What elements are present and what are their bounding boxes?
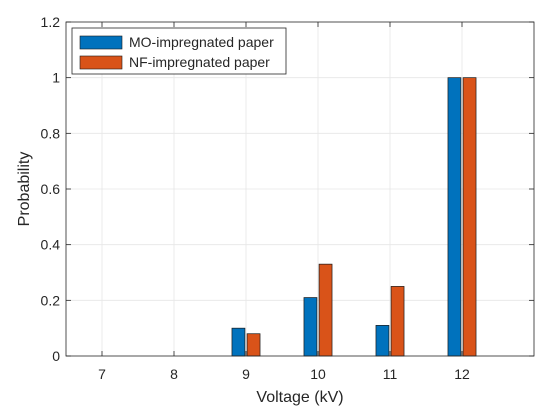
bar-series-2-10kv [318, 263, 333, 357]
bar-series-1-12kv [447, 77, 462, 357]
legend-swatch-nf [79, 55, 123, 70]
y-tick-label: 0.4 [41, 237, 61, 253]
tick-labels: 0 0.2 0.4 0.6 0.8 1 1.2 7 8 9 10 11 12 [41, 14, 470, 382]
x-tick-label: 10 [310, 366, 326, 382]
legend-label-mo: MO-impregnated paper [129, 34, 274, 50]
y-tick-label: 0.8 [41, 125, 61, 141]
y-tick-label: 0.2 [41, 292, 61, 308]
legend-label-nf: NF-impregnated paper [129, 54, 270, 70]
bar-series-2-9kv [246, 333, 261, 357]
legend: MO-impregnated paper NF-impregnated pape… [71, 27, 287, 75]
x-tick-label: 9 [242, 366, 250, 382]
x-tick-label: 7 [98, 366, 106, 382]
x-tick-label: 12 [454, 366, 470, 382]
y-tick-label: 1.2 [41, 14, 61, 30]
x-tick-label: 11 [383, 366, 398, 382]
x-axis-label: Voltage (kV) [256, 389, 343, 406]
y-tick-label: 0 [52, 348, 60, 364]
legend-swatch-mo [79, 35, 123, 50]
grid-lines [66, 22, 534, 356]
bar-series-1-9kv [231, 327, 246, 357]
bar-series-1-10kv [303, 297, 318, 357]
axis-ticks [66, 21, 534, 357]
y-tick-label: 0.6 [41, 181, 61, 197]
bar-series-1-11kv [375, 325, 390, 357]
x-tick-label: 8 [170, 366, 178, 382]
y-tick-label: 1 [52, 70, 60, 86]
y-axis-label: Probability [16, 152, 33, 227]
bar-series-2-11kv [390, 286, 405, 357]
bar-series-2-12kv [462, 77, 477, 357]
